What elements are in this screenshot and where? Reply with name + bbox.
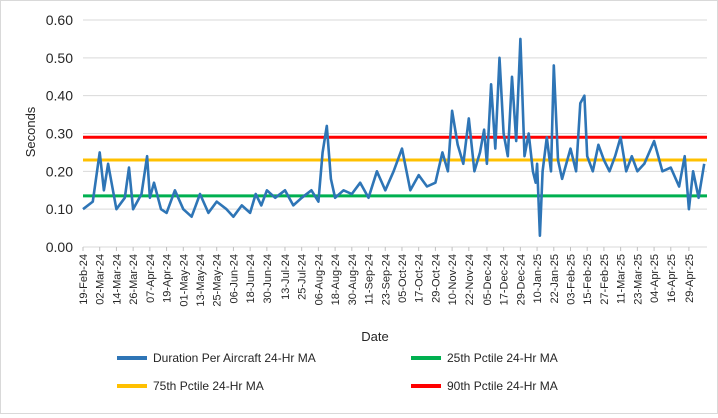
x-tick-label: 19-Apr-24 [162, 254, 174, 303]
legend: Duration Per Aircraft 24-Hr MA 25th Pctil… [117, 351, 558, 393]
x-tick-label: 11-Mar-25 [616, 254, 628, 304]
x-tick-label: 13-May-24 [195, 254, 207, 307]
y-axis-title: Seconds [23, 106, 38, 157]
x-tick-label: 23-Sep-24 [380, 254, 392, 305]
x-tick-label: 18-Jun-24 [245, 254, 257, 304]
x-tick-label: 01-May-24 [178, 254, 190, 307]
x-tick-label: 15-Feb-25 [582, 254, 594, 305]
x-tick-label: 26-Mar-24 [128, 254, 140, 305]
y-tick-label: 0.40 [46, 88, 73, 104]
y-tick-label: 0.10 [46, 201, 73, 217]
y-tick-label: 0.00 [46, 239, 73, 255]
x-tick-label: 07-Apr-24 [145, 254, 157, 303]
x-tick-label: 16-Apr-25 [666, 254, 678, 303]
y-tick-label: 0.20 [46, 163, 73, 179]
x-tick-label: 06-Jun-24 [228, 254, 240, 304]
x-tick-label: 23-Mar-25 [632, 254, 644, 305]
x-tick-label: 05-Dec-24 [482, 254, 494, 305]
x-tick-label: 27-Feb-25 [599, 254, 611, 305]
x-axis-ticks: 19-Feb-24 02-Mar-24 14-Mar-24 26-Mar-24 07-A… [78, 247, 696, 307]
legend-label: Duration Per Aircraft 24-Hr MA [153, 351, 316, 365]
x-tick-label: 17-Dec-24 [499, 254, 511, 305]
x-tick-label: 30-Aug-24 [347, 254, 359, 305]
x-tick-label: 11-Sep-24 [364, 254, 376, 305]
legend-label: 25th Pctile 24-Hr MA [447, 351, 558, 365]
x-tick-label: 13-Jul-24 [280, 254, 292, 300]
x-tick-label: 17-Oct-24 [414, 254, 426, 303]
x-tick-label: 04-Apr-25 [649, 254, 661, 303]
y-axis-ticks: 0.00 0.10 0.20 0.30 0.40 0.50 0.60 [46, 12, 73, 255]
legend-label: 90th Pctile 24-Hr MA [447, 379, 558, 393]
y-tick-label: 0.30 [46, 126, 73, 142]
legend-label: 75th Pctile 24-Hr MA [153, 379, 264, 393]
x-tick-label: 10-Nov-24 [447, 254, 459, 305]
x-tick-label: 30-Jun-24 [262, 254, 274, 304]
x-tick-label: 05-Oct-24 [397, 254, 409, 303]
x-tick-label: 06-Aug-24 [313, 254, 325, 305]
x-tick-label: 22-Nov-24 [464, 254, 476, 305]
x-tick-label: 29-Apr-25 [684, 254, 696, 303]
x-tick-label: 29-Oct-24 [430, 254, 442, 303]
x-tick-label: 14-Mar-24 [111, 254, 123, 305]
x-tick-label: 10-Jan-25 [532, 254, 544, 304]
x-tick-label: 29-Dec-24 [515, 254, 527, 305]
y-tick-label: 0.50 [46, 50, 73, 66]
y-tick-label: 0.60 [46, 12, 73, 28]
x-tick-label: 18-Aug-24 [330, 254, 342, 305]
x-tick-label: 02-Mar-24 [95, 254, 107, 305]
x-axis-title: Date [361, 329, 388, 344]
x-tick-label: 25-Jul-24 [297, 254, 309, 300]
x-tick-label: 03-Feb-25 [566, 254, 578, 305]
x-tick-label: 19-Feb-24 [78, 254, 90, 305]
gridlines [83, 20, 707, 247]
x-tick-label: 22-Jan-25 [549, 254, 561, 304]
x-tick-label: 25-May-24 [212, 254, 224, 307]
